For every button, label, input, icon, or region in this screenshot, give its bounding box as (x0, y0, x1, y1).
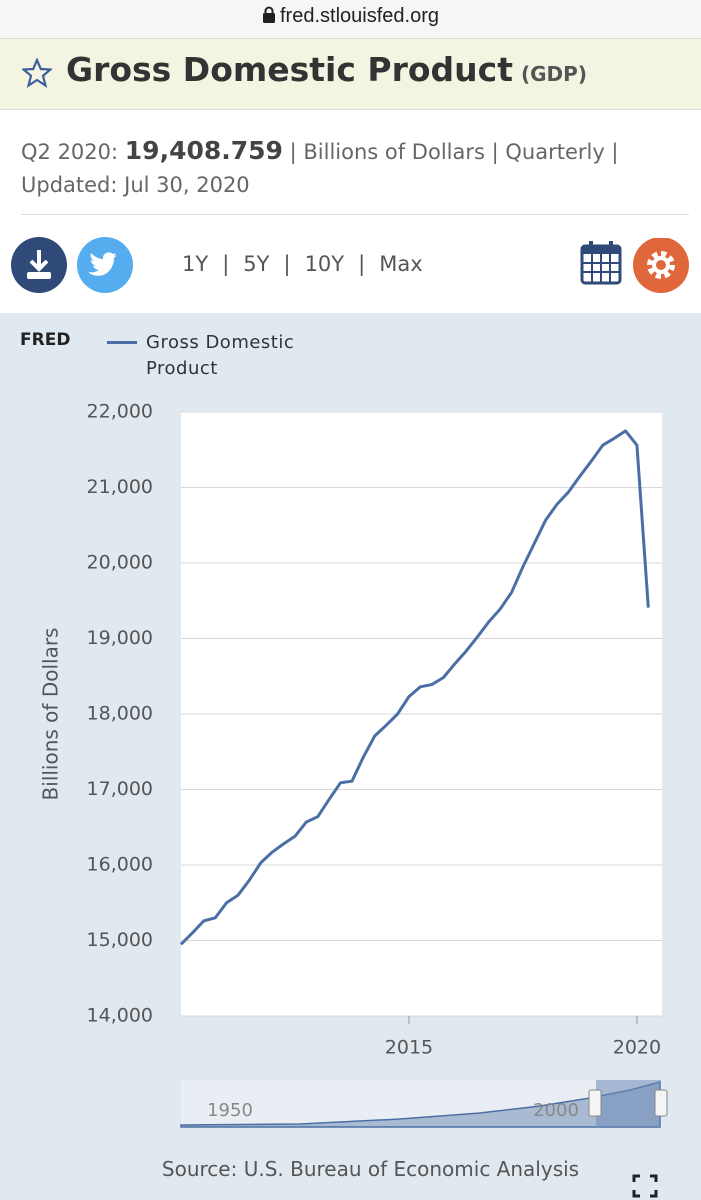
range-separator: | (358, 252, 366, 276)
range-button[interactable]: Max (379, 252, 423, 276)
navigator: 1950 2000 (180, 1080, 668, 1128)
series-line (179, 429, 650, 946)
title-band (0, 38, 701, 110)
fred-logo[interactable]: FRED (20, 330, 71, 350)
summary: Q2 2020: 19,408.759 | Billions of Dollar… (21, 134, 681, 202)
range-separator: | (283, 252, 291, 276)
settings-button[interactable] (633, 238, 689, 293)
y-tick-label: 17,000 (87, 778, 153, 800)
y-tick-label: 20,000 (87, 552, 153, 574)
title-text: Gross Domestic Product (66, 50, 513, 89)
range-button[interactable]: 5Y (243, 252, 270, 276)
period: Q2 2020: (21, 140, 119, 164)
updated: Updated: Jul 30, 2020 (21, 173, 250, 197)
y-tick-label: 21,000 (87, 476, 153, 498)
download-button[interactable] (11, 237, 67, 293)
source: Source: U.S. Bureau of Economic Analysis (161, 1157, 580, 1181)
latest-value: 19,408.759 (124, 136, 283, 165)
star-icon[interactable] (22, 58, 52, 88)
legend-swatch (107, 341, 137, 344)
range-selector: 1Y | 5Y | 10Y | Max (182, 252, 437, 276)
y-tick-label: 14,000 (87, 1005, 153, 1027)
legend-entry[interactable]: Gross Domestic Product (146, 332, 295, 379)
twitter-button[interactable] (77, 237, 133, 293)
url-text: fred.stlouisfed.org (280, 5, 439, 27)
y-tick-label: 22,000 (87, 401, 153, 423)
calendar-button[interactable] (580, 241, 622, 285)
x-tick-label: 2020 (613, 1037, 661, 1059)
y-tick-label: 18,000 (87, 703, 153, 725)
navigator-window[interactable] (596, 1080, 661, 1127)
y-tick-label: 16,000 (87, 854, 153, 876)
units: | Billions of Dollars | Quarterly | (289, 140, 619, 164)
navigator-label: 2000 (533, 1100, 579, 1121)
range-separator: | (222, 252, 230, 276)
y-axis-title: Billions of Dollars (39, 628, 63, 801)
series-title: Gross Domestic Product (GDP) (66, 50, 587, 89)
y-tick-label: 15,000 (87, 929, 153, 951)
range-button[interactable]: 1Y (182, 252, 209, 276)
series-id: (GDP) (521, 62, 587, 86)
x-tick-label: 2015 (385, 1037, 433, 1059)
address-bar (0, 0, 701, 38)
range-button[interactable]: 10Y (304, 252, 345, 276)
navigator-handle[interactable] (588, 1089, 602, 1117)
lock-icon (263, 6, 275, 23)
navigator-label: 1950 (207, 1100, 253, 1121)
y-tick-label: 19,000 (87, 627, 153, 649)
share-icons (11, 237, 133, 293)
divider (21, 214, 689, 215)
tool-icons (580, 238, 689, 293)
url[interactable]: fred.stlouisfed.org (0, 5, 701, 28)
navigator-handle[interactable] (654, 1089, 668, 1117)
fullscreen-button[interactable] (632, 1174, 658, 1198)
